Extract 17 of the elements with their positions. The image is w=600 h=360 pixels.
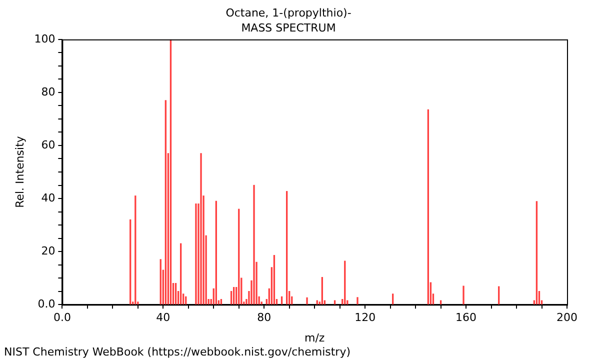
x-tick-label: 160 xyxy=(456,311,477,324)
chart-subtitle: MASS SPECTRUM xyxy=(241,22,336,35)
y-axis-title: Rel. Intensity xyxy=(13,136,26,208)
x-tick-label: 200 xyxy=(556,311,578,324)
y-tick-label: 60 xyxy=(41,138,56,152)
x-tick-label: 0.0 xyxy=(53,311,71,324)
y-tick-label: 100 xyxy=(34,32,56,46)
y-tick-label: 0.0 xyxy=(38,297,56,310)
y-tick-label: 20 xyxy=(41,244,56,258)
chart-title: Octane, 1-(propylthio)- xyxy=(226,6,352,20)
y-tick-label: 40 xyxy=(41,191,56,204)
x-tick-label: 120 xyxy=(354,311,376,324)
text: NIST Chemistry WebBook (https://webbook.nist.gov/chemistry) xyxy=(4,345,350,358)
y-tick-label: 80 xyxy=(41,85,56,98)
x-tick-label: 80 xyxy=(257,311,272,324)
x-axis-title: m/z xyxy=(304,331,325,344)
x-tick-label: 40 xyxy=(156,311,170,324)
